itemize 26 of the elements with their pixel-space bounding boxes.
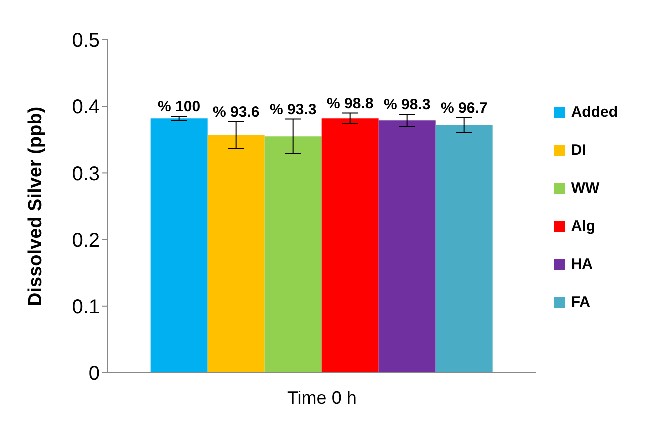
annotation: % 98.3 xyxy=(384,96,431,114)
legend-label: DI xyxy=(571,142,586,159)
x-tick-label: Time 0 h xyxy=(287,388,357,408)
annotation: % 98.8 xyxy=(326,95,374,112)
annotation: % 93.3 xyxy=(270,101,317,118)
y-tick-label: 0.5 xyxy=(72,30,100,52)
annotation: % 96.7 xyxy=(440,100,488,117)
bar xyxy=(322,118,379,373)
y-tick-label: 0.2 xyxy=(72,230,100,252)
y-tick-label: 0.4 xyxy=(72,96,100,119)
legend-label: HA xyxy=(571,256,593,273)
bar xyxy=(264,136,322,373)
y-tick-label: 0.1 xyxy=(72,296,100,318)
bar xyxy=(150,118,208,373)
bar xyxy=(208,135,265,373)
y-tick-label: 0 xyxy=(88,363,100,386)
annotation: % 93.6 xyxy=(212,104,260,121)
legend-label: Alg xyxy=(571,218,596,235)
legend-label: FA xyxy=(571,294,590,311)
legend-label: Added xyxy=(571,104,618,121)
bar xyxy=(378,120,436,373)
annotation: % 100 xyxy=(158,98,201,116)
legend-label: WW xyxy=(571,180,600,197)
y-tick-label: 0.3 xyxy=(72,163,100,186)
y-axis-title: Dissolved Silver (ppb) xyxy=(26,106,47,306)
bar xyxy=(436,125,493,373)
